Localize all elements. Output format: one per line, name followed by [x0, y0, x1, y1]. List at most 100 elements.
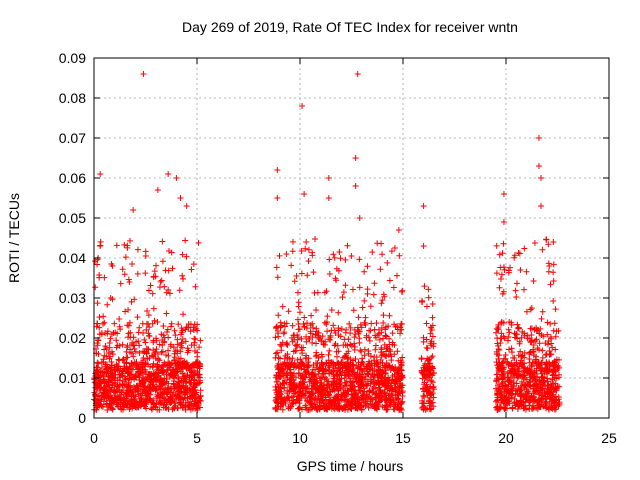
data-point [374, 332, 381, 339]
data-point [321, 341, 328, 348]
data-point [502, 382, 509, 389]
data-point [313, 307, 320, 314]
data-point [335, 309, 342, 316]
x-tick-label: 0 [90, 430, 98, 446]
data-point [366, 337, 373, 344]
x-tick-label: 25 [601, 430, 617, 446]
data-point [138, 401, 145, 408]
data-point [344, 342, 351, 349]
data-point [520, 393, 527, 400]
data-point [548, 383, 555, 390]
data-point [381, 362, 388, 369]
data-point [395, 395, 402, 402]
data-point [313, 364, 320, 371]
data-point [326, 271, 333, 278]
data-point [144, 307, 151, 314]
data-point [505, 362, 512, 369]
data-point [187, 328, 194, 335]
data-point [168, 249, 175, 256]
data-point [347, 356, 354, 363]
x-tick-label: 20 [498, 430, 514, 446]
data-point [550, 366, 557, 373]
data-point [386, 277, 393, 284]
data-point [346, 320, 353, 327]
data-point [513, 400, 520, 407]
data-point [355, 379, 362, 386]
data-point [494, 340, 501, 347]
data-point [281, 395, 288, 402]
data-point [139, 390, 146, 397]
data-point [154, 393, 161, 400]
data-point [296, 309, 303, 316]
data-point [358, 375, 365, 382]
data-point [530, 349, 537, 356]
data-point [314, 289, 321, 296]
data-point [356, 284, 363, 291]
data-point [177, 331, 184, 338]
data-point [392, 381, 399, 388]
data-point [496, 359, 503, 366]
data-point [382, 326, 389, 333]
data-point [280, 380, 287, 387]
data-point [310, 380, 317, 387]
data-point [495, 346, 502, 353]
data-point [422, 405, 429, 412]
data-point [344, 242, 351, 249]
data-point [340, 396, 347, 403]
data-point [526, 402, 533, 409]
data-point [159, 342, 166, 349]
data-point [354, 405, 361, 412]
data-point [120, 356, 127, 363]
data-point [338, 359, 345, 366]
data-point [188, 374, 195, 381]
data-point [337, 393, 344, 400]
data-point [511, 254, 518, 261]
data-point [371, 354, 378, 361]
data-point [340, 342, 347, 349]
data-point [532, 337, 539, 344]
data-point [106, 395, 113, 402]
data-point [287, 369, 294, 376]
data-point [97, 171, 104, 177]
data-point [145, 391, 152, 398]
data-point [276, 252, 283, 259]
data-point [505, 383, 512, 390]
data-point [352, 387, 359, 394]
data-point [365, 404, 372, 411]
data-point [158, 349, 165, 356]
data-point [176, 379, 183, 386]
data-point [536, 340, 543, 347]
data-point [170, 378, 177, 385]
data-point [179, 404, 186, 411]
data-point [360, 388, 367, 395]
data-point [398, 320, 405, 327]
data-point [142, 253, 149, 260]
data-point [276, 392, 283, 399]
data-point [321, 387, 328, 394]
data-point [319, 353, 326, 360]
data-point [277, 396, 284, 403]
data-point [313, 328, 320, 335]
data-point [311, 384, 318, 391]
data-point [162, 267, 169, 274]
data-point [279, 361, 286, 368]
data-point [136, 342, 143, 349]
data-point [420, 203, 427, 209]
data-point [319, 333, 326, 340]
data-point [381, 341, 388, 348]
data-point [285, 308, 292, 315]
data-point [318, 379, 325, 386]
data-point [142, 270, 149, 277]
y-tick-label: 0.04 [59, 250, 86, 266]
data-point [293, 396, 300, 403]
data-point [536, 378, 543, 385]
data-point [278, 365, 285, 372]
data-point [552, 333, 559, 340]
data-point [153, 367, 160, 374]
data-point [352, 331, 359, 338]
data-point [360, 395, 367, 402]
data-point [427, 340, 434, 347]
data-point [294, 356, 301, 363]
data-point [520, 375, 527, 382]
data-point [517, 348, 524, 355]
